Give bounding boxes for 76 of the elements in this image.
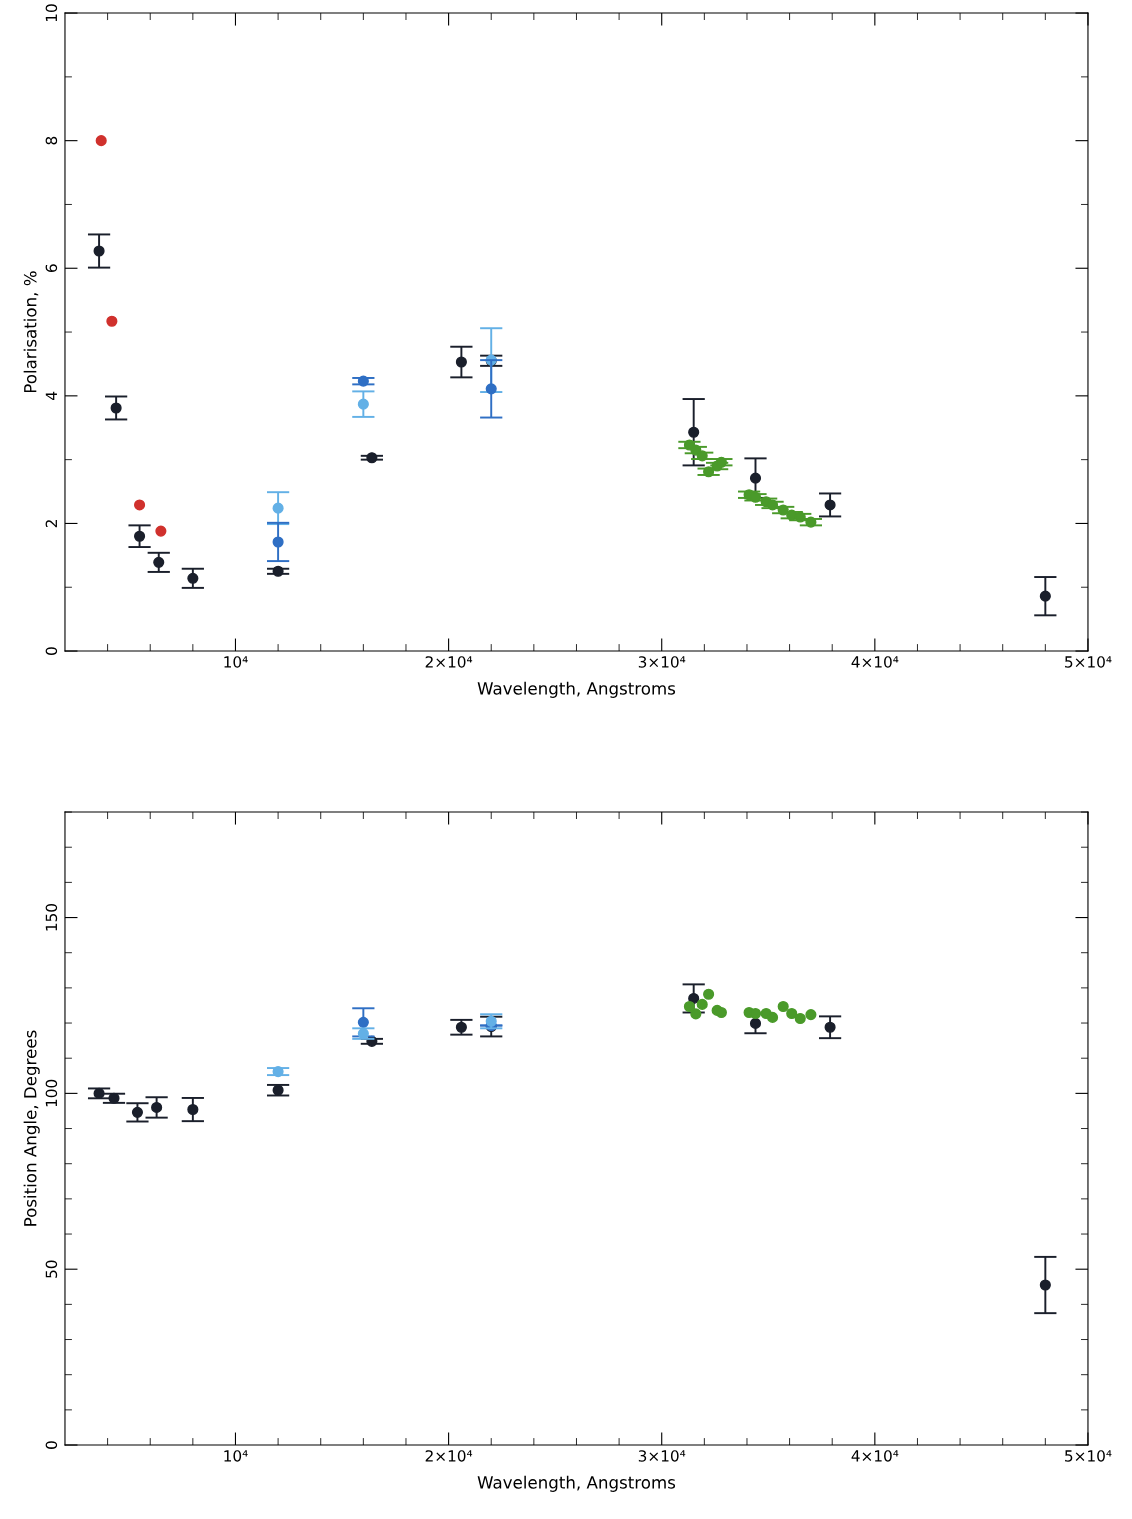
y-tick-label: 6 <box>45 264 58 273</box>
y-tick-label: 10 <box>45 4 58 22</box>
point <box>106 315 118 327</box>
point <box>155 525 167 537</box>
point <box>93 1087 105 1099</box>
point <box>272 1066 284 1078</box>
point <box>187 572 199 584</box>
point <box>703 988 715 1000</box>
point <box>153 556 165 568</box>
point <box>93 245 105 257</box>
point <box>688 992 700 1004</box>
point <box>1039 590 1051 602</box>
point <box>485 383 497 395</box>
y-tick-label: 50 <box>45 1260 58 1278</box>
point <box>786 1007 798 1020</box>
point <box>357 375 369 387</box>
point <box>134 499 146 511</box>
y-tick-label: 150 <box>45 903 58 931</box>
point <box>131 1106 143 1118</box>
point <box>134 530 146 542</box>
point <box>805 516 817 528</box>
point <box>749 1017 762 1029</box>
point <box>777 504 789 516</box>
point <box>794 511 806 523</box>
point <box>715 456 727 468</box>
y-tick-label: 0 <box>45 1441 58 1449</box>
point <box>696 998 708 1010</box>
y-tick-label: 8 <box>45 136 58 145</box>
x-tick-label: 3×10⁴ <box>638 1450 686 1462</box>
point <box>696 450 708 462</box>
point <box>1039 1279 1051 1291</box>
point <box>272 536 284 548</box>
x-tick-label: 4×10⁴ <box>851 656 899 668</box>
point <box>272 565 284 577</box>
point <box>715 1006 727 1019</box>
x-tick-label: 10⁴ <box>224 1450 248 1462</box>
point <box>794 1012 806 1025</box>
x-axis-title: Wavelength, Angstroms <box>477 1475 676 1492</box>
y-tick-label: 2 <box>45 520 57 528</box>
point <box>272 502 284 514</box>
point <box>766 1011 779 1023</box>
point <box>805 1009 817 1021</box>
point <box>187 1103 199 1116</box>
point <box>366 452 378 464</box>
point <box>272 1084 284 1096</box>
x-tick-label: 4×10⁴ <box>851 1450 899 1462</box>
y-tick-label: 0 <box>45 647 58 655</box>
point <box>357 398 369 410</box>
point <box>455 1021 467 1033</box>
y-axis-title: Position Angle, Degrees <box>23 1030 40 1226</box>
point <box>485 1015 497 1027</box>
point <box>110 402 122 414</box>
point <box>455 356 467 368</box>
x-tick-label: 2×10⁴ <box>425 656 473 668</box>
point <box>766 499 779 511</box>
x-tick-label: 10⁴ <box>224 656 248 668</box>
x-tick-label: 5×10⁴ <box>1065 656 1112 668</box>
point <box>95 135 107 147</box>
point <box>703 466 715 478</box>
x-axis-title: Wavelength, Angstroms <box>477 681 676 698</box>
point <box>690 1008 702 1020</box>
x-tick-label: 3×10⁴ <box>638 656 686 668</box>
y-axis-title: Polarisation, % <box>23 271 39 393</box>
point <box>683 1000 695 1013</box>
y-tick-label: 4 <box>45 391 57 400</box>
point <box>824 499 836 511</box>
point <box>357 1016 369 1028</box>
point <box>151 1101 163 1113</box>
point <box>108 1092 120 1104</box>
x-tick-label: 2×10⁴ <box>425 1450 473 1462</box>
point <box>824 1021 836 1033</box>
point <box>777 1000 789 1013</box>
point <box>749 472 762 484</box>
x-tick-label: 5×10⁴ <box>1065 1450 1112 1462</box>
y-tick-label: 100 <box>45 1079 58 1107</box>
point <box>688 426 700 438</box>
